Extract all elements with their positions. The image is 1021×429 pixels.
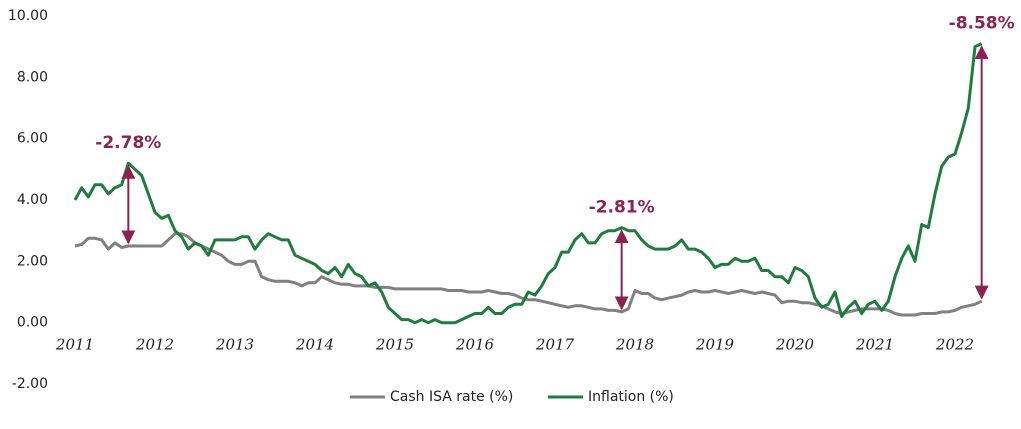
legend-label: Cash ISA rate (%): [390, 389, 513, 405]
x-tick-label: 2014: [295, 336, 334, 354]
y-tick-label: 6.00: [17, 131, 48, 147]
y-tick-label: 2.00: [17, 253, 48, 269]
y-tick-label: 10.00: [8, 8, 48, 24]
x-tick-label: 2012: [135, 336, 174, 354]
x-tick-label: 2016: [455, 336, 495, 354]
x-tick-label: 2018: [615, 336, 654, 354]
x-tick-label: 2015: [375, 336, 414, 354]
annotation: -8.58%: [949, 14, 1015, 34]
y-tick-label: -2.00: [12, 376, 48, 392]
annotation: -2.78%: [95, 133, 161, 153]
x-tick-label: 2013: [215, 336, 254, 354]
data-line: [74, 232, 983, 317]
y-tick-label: 0.00: [17, 315, 48, 331]
x-tick-label: 2011: [55, 336, 94, 354]
x-tick-label: 2022: [935, 336, 974, 354]
x-tick-label: 2021: [855, 336, 894, 354]
y-tick-label: 4.00: [17, 192, 48, 208]
annotation: -2.81%: [589, 198, 655, 218]
data-line: [73, 42, 983, 325]
x-tick-label: 2017: [535, 336, 575, 354]
x-tick-label: 2019: [695, 336, 735, 354]
legend-label: Inflation (%): [588, 389, 674, 405]
y-tick-label: 8.00: [17, 69, 48, 85]
x-tick-label: 2020: [775, 336, 815, 354]
